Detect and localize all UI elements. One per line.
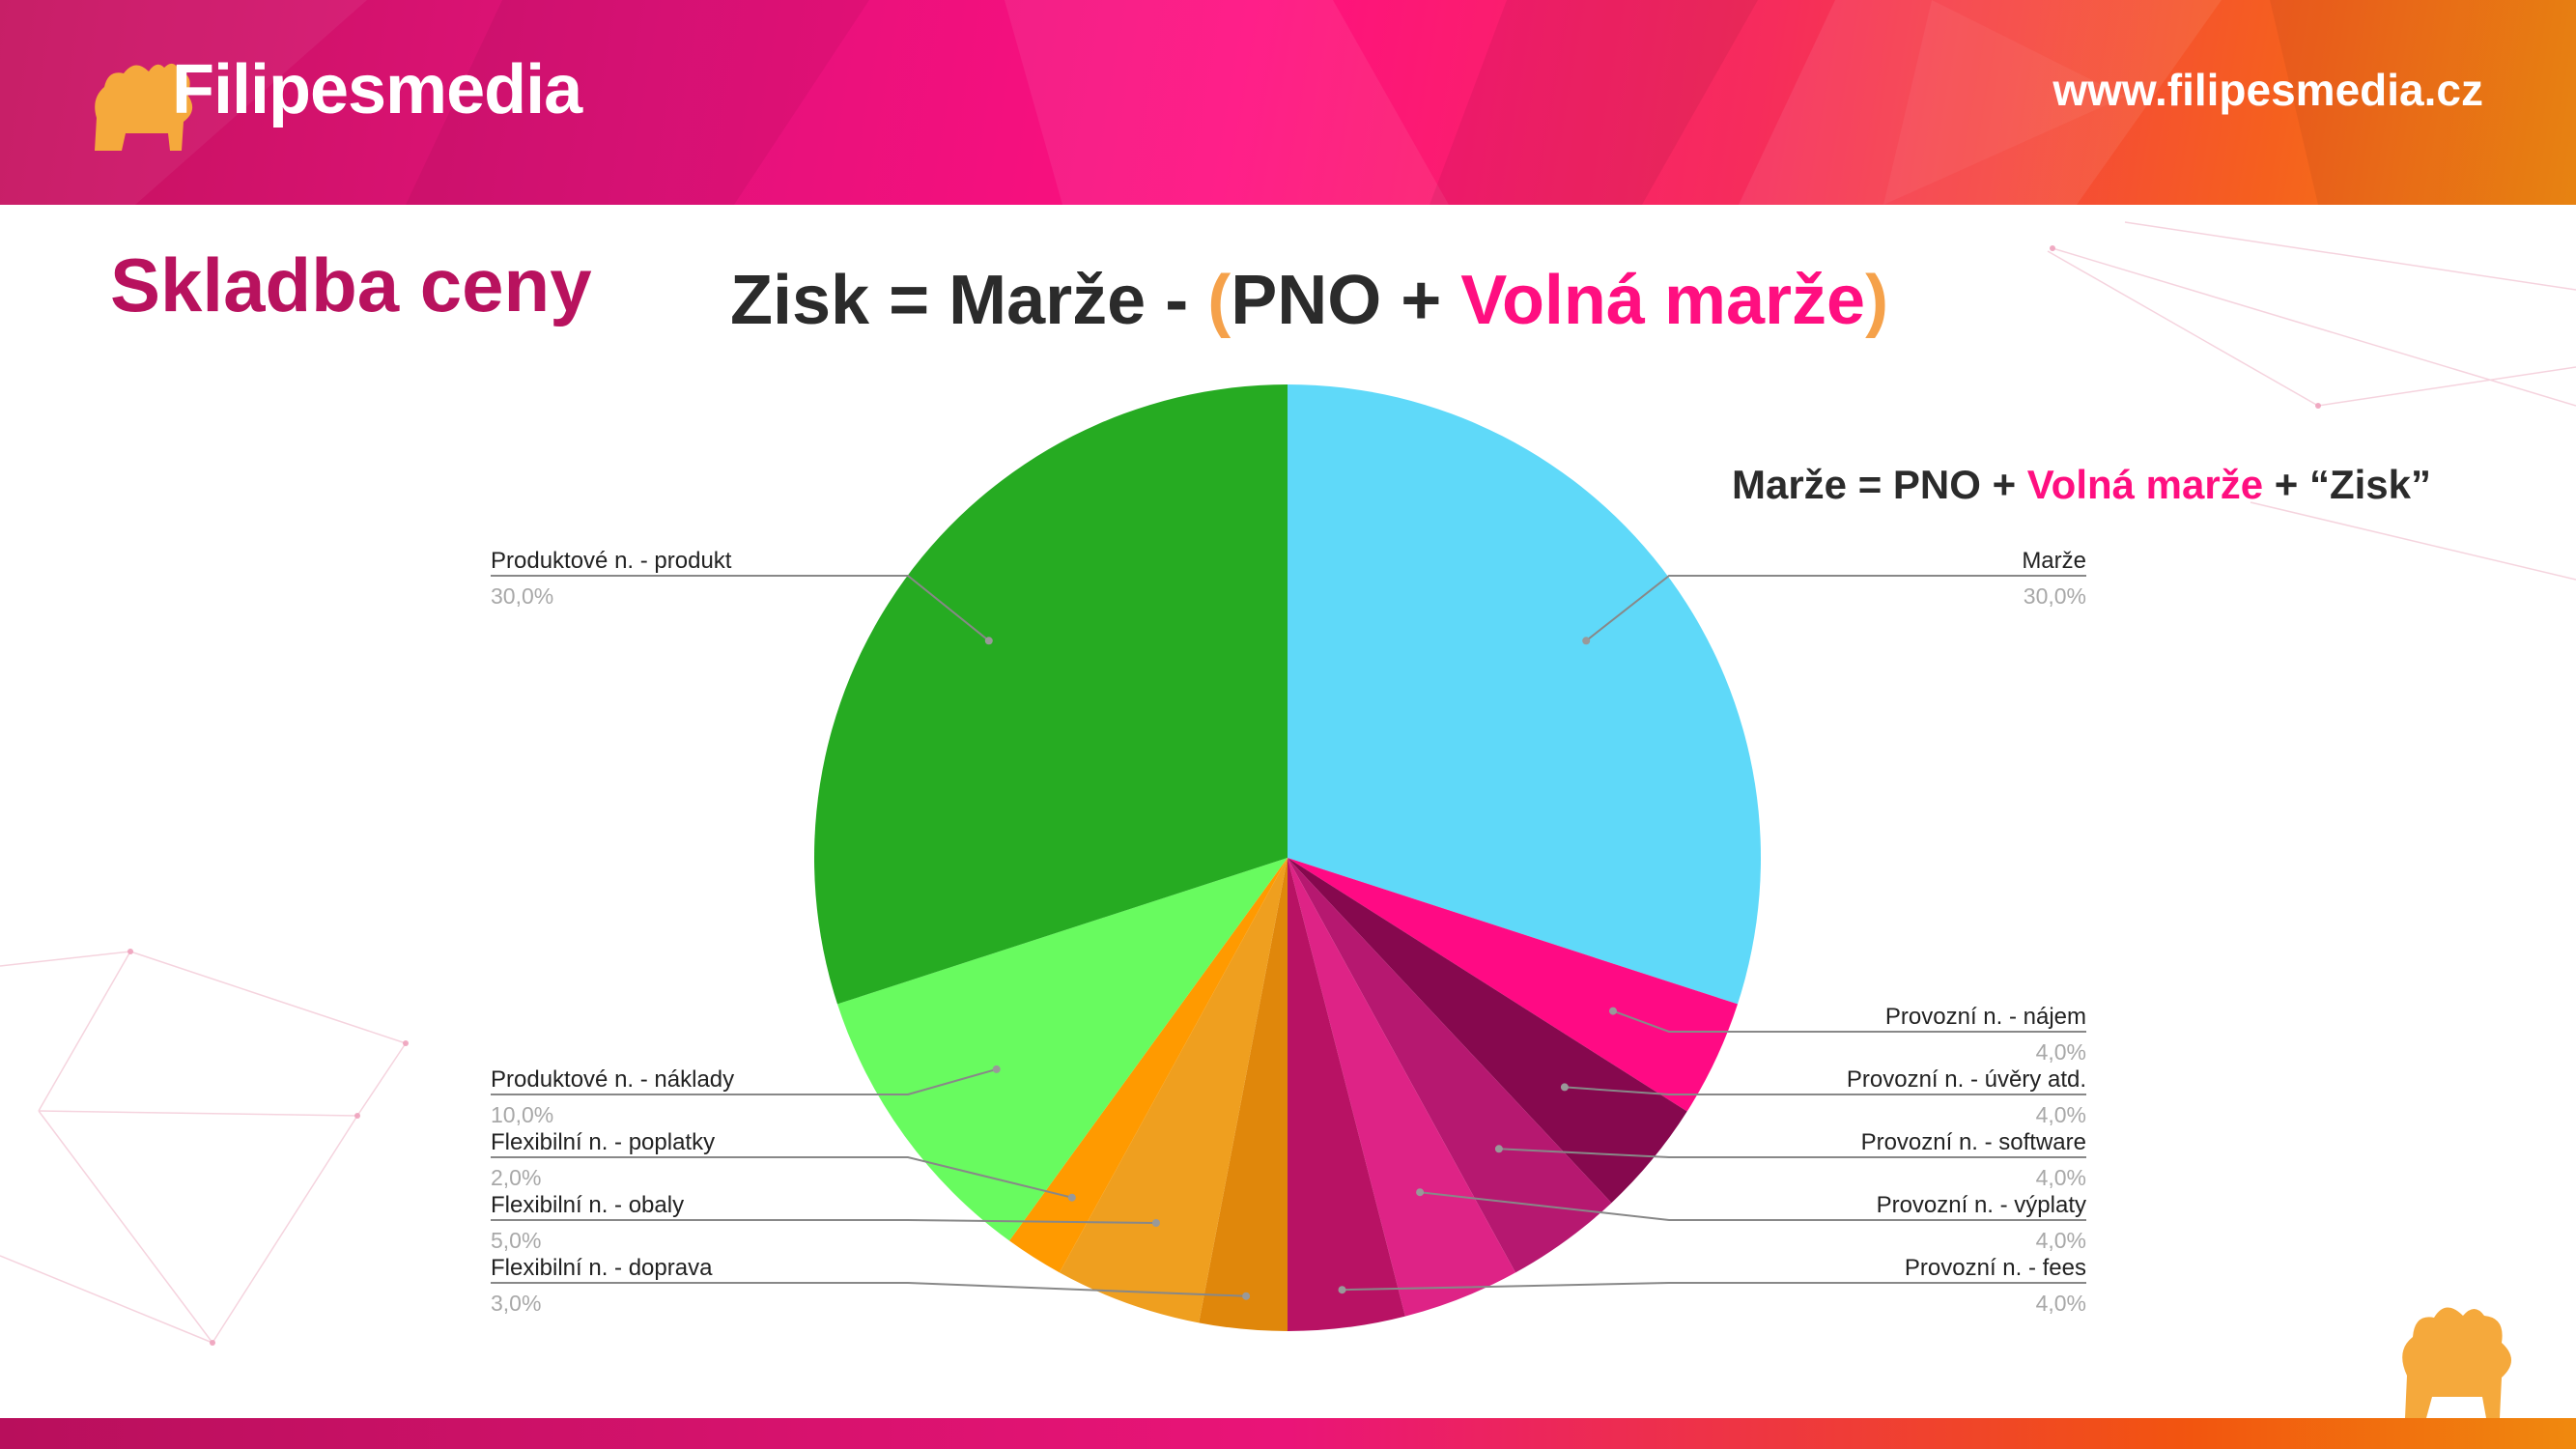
brand-name[interactable]: Filipesmedia [172, 51, 582, 128]
pie-slice [836, 858, 1288, 1241]
slice-label: Produktové n. - produkt [491, 548, 732, 574]
pie-slice [1059, 858, 1288, 1323]
leader-dot [992, 1065, 1001, 1073]
profit-formula: Zisk = Marže - (PNO + Volná marže) [730, 261, 1888, 340]
leader-line [491, 1282, 1247, 1297]
leader-dot [1151, 1219, 1160, 1227]
leader-line [1342, 1282, 2086, 1292]
pie-slice [1288, 858, 1405, 1331]
pie-slice [813, 384, 1288, 1005]
leader-line [491, 1219, 1156, 1224]
slice-percent: 4,0% [2036, 1228, 2086, 1253]
profit-formula-close-paren: ) [1865, 262, 1889, 339]
slice-label: Provozní n. - nájem [1885, 1004, 2086, 1030]
margin-formula: Marže = PNO + Volná marže + “Zisk” [1732, 462, 2431, 508]
leader-line [1612, 1009, 2086, 1033]
slice-percent: 3,0% [491, 1291, 541, 1316]
site-url[interactable]: www.filipesmedia.cz [2052, 65, 2483, 115]
slice-percent: 30,0% [491, 583, 553, 609]
pie-slice [1288, 858, 1516, 1317]
slice-percent: 30,0% [2024, 583, 2086, 609]
page-title: Skladba ceny [110, 242, 592, 327]
slice-percent: 4,0% [2036, 1102, 2086, 1127]
pie-slice [1008, 858, 1288, 1273]
pie-slice [1288, 858, 1739, 1112]
header-facets [0, 0, 2576, 205]
slice-percent: 2,0% [491, 1165, 541, 1190]
slice-label: Provozní n. - software [1861, 1129, 2086, 1155]
leader-dot [1416, 1188, 1425, 1197]
leader-line [491, 1156, 1073, 1199]
pie-slice [1199, 858, 1288, 1331]
leader-dot [1067, 1193, 1076, 1202]
header-band: Filipesmedia www.filipesmedia.cz [0, 0, 2576, 205]
leader-dot [984, 637, 993, 645]
slice-label: Marže [2022, 548, 2086, 574]
slice-percent: 4,0% [2036, 1291, 2086, 1316]
profit-formula-accent: Volná marže [1460, 262, 1866, 339]
slice-label: Flexibilní n. - obaly [491, 1192, 684, 1218]
margin-formula-part1: Marže = PNO + [1731, 462, 2027, 507]
dog-mascot-icon [2402, 1307, 2511, 1418]
slice-label: Provozní n. - fees [1905, 1255, 2086, 1281]
leader-lines [491, 575, 2086, 1300]
leader-dot [1338, 1286, 1346, 1294]
margin-formula-accent: Volná marže [2026, 462, 2264, 507]
leader-dot [1242, 1292, 1251, 1300]
profit-formula-open-paren: ( [1207, 262, 1231, 339]
slice-label: Flexibilní n. - poplatky [491, 1129, 715, 1155]
profit-formula-part2: PNO + [1231, 262, 1461, 339]
leader-dot [1609, 1007, 1617, 1015]
dog-mascot-icon [95, 63, 193, 151]
leader-line [1585, 575, 2086, 642]
pie-slice [1288, 384, 1762, 1005]
slice-label: Produktové n. - náklady [491, 1066, 734, 1093]
leader-line [491, 1067, 997, 1095]
pie-slice [1288, 858, 1687, 1204]
leader-line [1498, 1148, 2086, 1158]
profit-formula-part1: Zisk = Marže - [730, 262, 1208, 339]
leader-line [1419, 1191, 2086, 1221]
slice-percent: 4,0% [2036, 1165, 2086, 1190]
footer-band [0, 1418, 2576, 1449]
leader-dot [1582, 637, 1591, 645]
pie-slice [1288, 858, 1612, 1273]
leader-line [491, 575, 990, 642]
slice-label: Provozní n. - výplaty [1877, 1192, 2086, 1218]
pie-slices [813, 384, 1762, 1331]
slice-percent: 10,0% [491, 1102, 553, 1127]
slice-percent: 4,0% [2036, 1039, 2086, 1065]
slice-label: Flexibilní n. - doprava [491, 1255, 713, 1281]
slice-label: Provozní n. - úvěry atd. [1847, 1066, 2086, 1093]
slice-percent: 5,0% [491, 1228, 541, 1253]
margin-formula-part2: + “Zisk” [2263, 462, 2431, 507]
leader-dot [1560, 1083, 1569, 1092]
leader-dot [1494, 1145, 1503, 1153]
leader-line [1564, 1086, 2086, 1095]
